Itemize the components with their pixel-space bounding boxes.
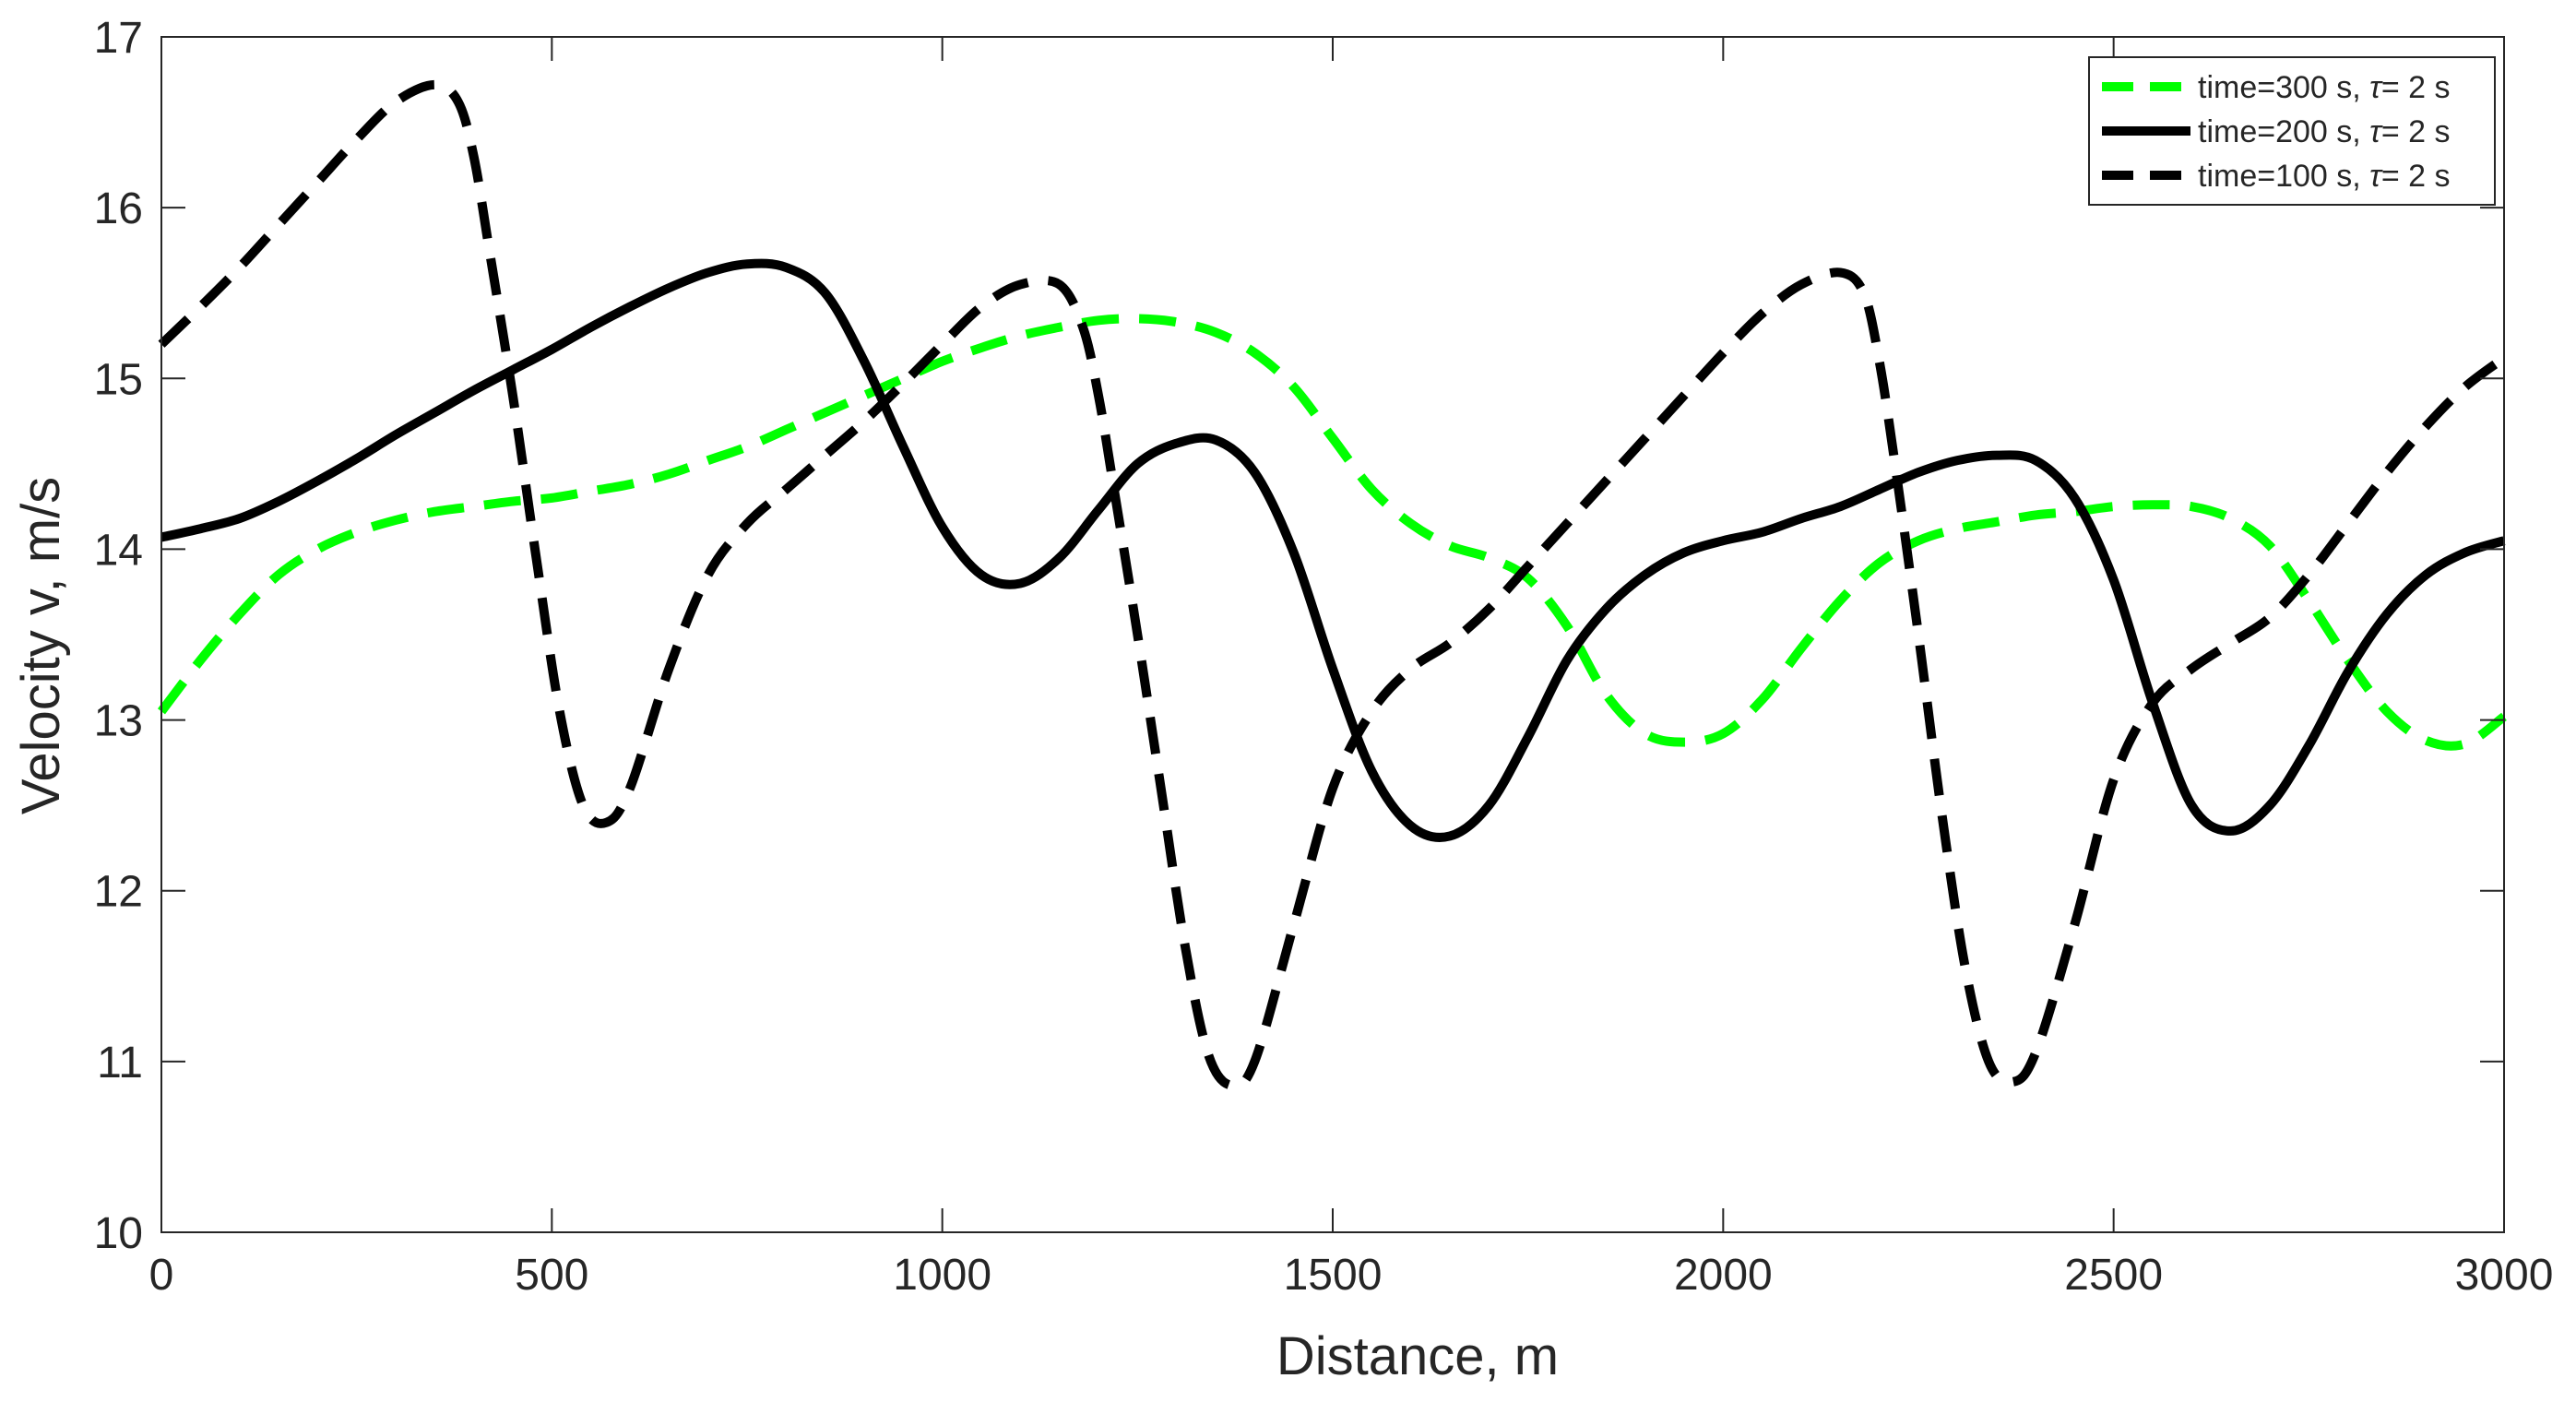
y-tick-label-10: 10 [94,1209,143,1258]
axes-layer: 0 500 1000 1500 2000 2500 3000 10 11 12 13 14 15 16 17 [94,14,2554,1300]
y-tick-label-15: 15 [94,355,143,404]
x-axis-title: Distance, m [1276,1326,1559,1386]
y-tick-label-16: 16 [94,184,143,233]
y-tick-label-14: 14 [94,526,143,575]
legend-label-prefix: time=100 s, [2198,159,2369,194]
legend-label-time-100-s-2-s: time=100 s, τ= 2 s [2198,159,2451,194]
series-line-time-300-s-2-s [158,314,2508,751]
legend-label-symbol: τ [2369,159,2383,194]
series-layer [158,79,2508,1091]
x-tick-label-1000: 1000 [893,1251,991,1300]
legend-label-time-200-s-2-s: time=200 s, τ= 2 s [2198,114,2451,149]
x-tick-label-1500: 1500 [1284,1251,1383,1300]
legend-label-symbol: τ [2369,114,2383,149]
series-line-time-100-s-2-s [158,79,2507,1091]
legend-label-prefix: time=200 s, [2198,114,2369,149]
series-line-time-200-s-2-s [160,258,2506,842]
legend-label-suffix: = 2 s [2381,70,2451,105]
legend-label-suffix: = 2 s [2381,159,2451,194]
legend-label-symbol: τ [2369,70,2383,105]
y-tick-label-13: 13 [94,697,143,746]
x-tick-label-0: 0 [149,1251,174,1300]
legend-label-time-300-s-2-s: time=300 s, τ= 2 s [2198,70,2451,105]
x-tick-label-2500: 2500 [2064,1251,2163,1300]
legend-label-suffix: = 2 s [2381,114,2451,149]
x-tick-label-2000: 2000 [1674,1251,1773,1300]
y-axis-title: Velocity v, m/s [11,477,71,814]
x-tick-label-3000: 3000 [2455,1251,2554,1300]
x-tick-label-500: 500 [515,1251,588,1300]
y-tick-label-17: 17 [94,14,143,63]
legend-label-prefix: time=300 s, [2198,70,2369,105]
y-tick-label-12: 12 [94,868,143,917]
y-tick-label-11: 11 [97,1039,143,1087]
